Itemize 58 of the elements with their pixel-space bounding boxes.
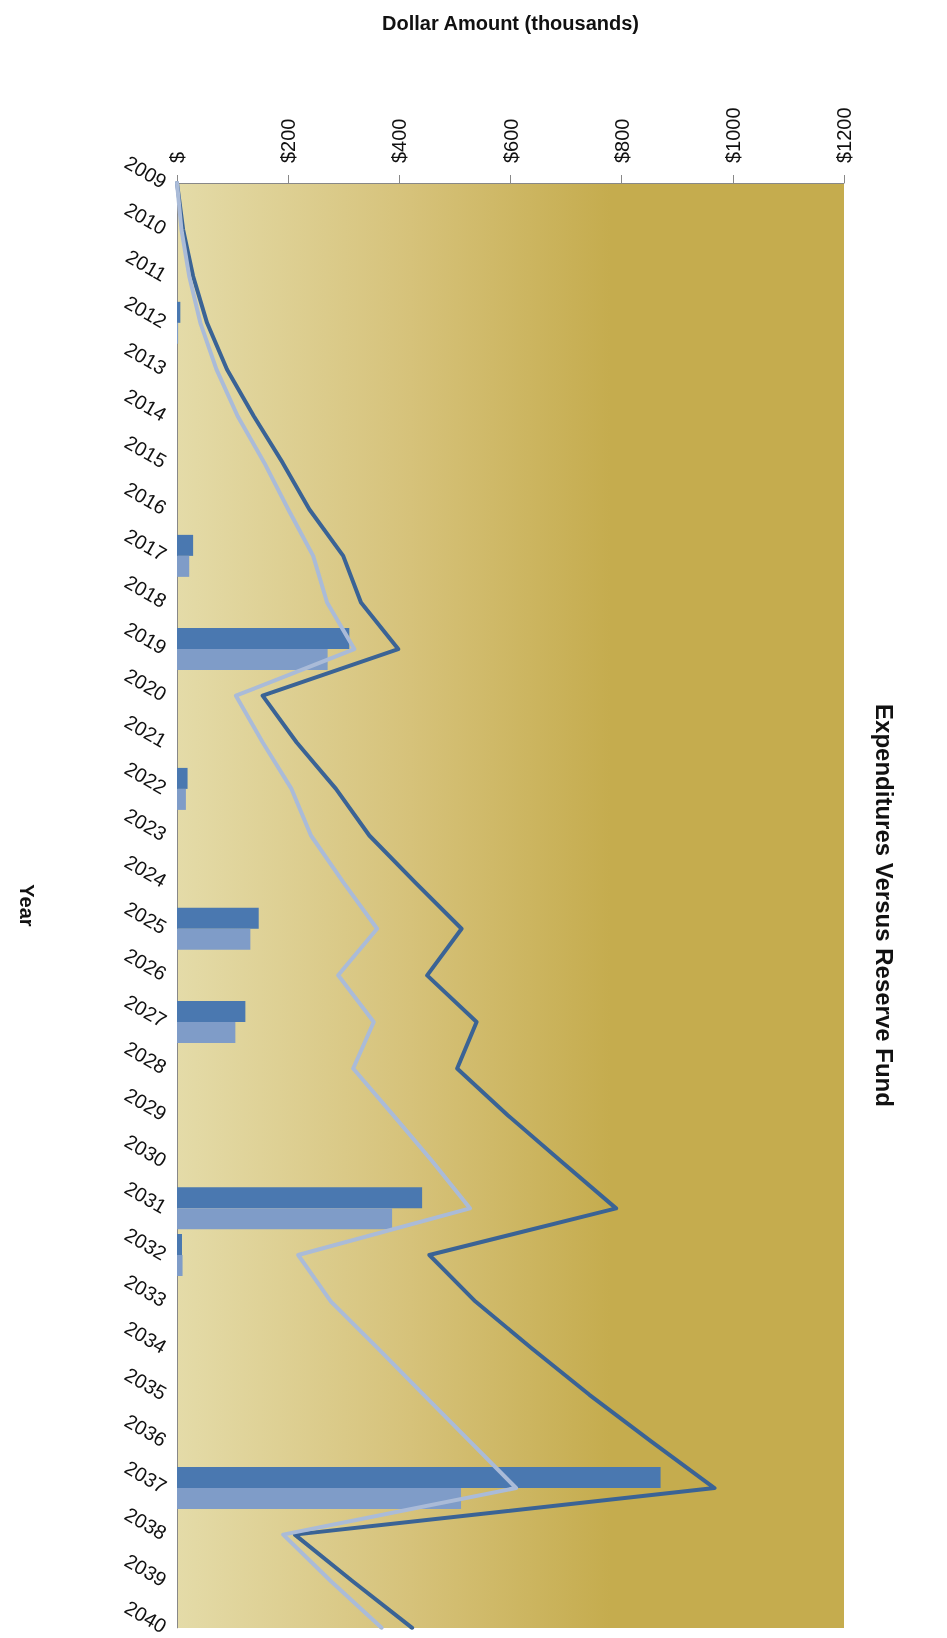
bar <box>177 788 186 810</box>
y-tick-label: 2038 <box>120 1502 171 1545</box>
y-tick-label: 2034 <box>120 1316 171 1358</box>
x-tick-label: $600 <box>499 118 522 163</box>
bar <box>177 649 328 671</box>
bar <box>177 1233 182 1255</box>
y-tick-label: 2035 <box>120 1363 171 1405</box>
x-axis-title: Dollar Amount (thousands) <box>381 12 640 34</box>
bar <box>177 767 188 789</box>
bar <box>177 628 350 650</box>
y-tick-label: 2019 <box>120 617 171 659</box>
x-tick-label: $200 <box>277 118 300 163</box>
y-tick-label: 2024 <box>120 850 171 892</box>
y-tick-label: 2013 <box>120 337 171 379</box>
bar <box>177 534 194 556</box>
y-tick-label: 2020 <box>120 663 171 706</box>
bar <box>177 1488 462 1510</box>
y-tick-label: 2026 <box>120 943 171 985</box>
y-axis-title: Year <box>16 884 38 927</box>
y-tick-label: 2017 <box>120 524 171 566</box>
y-tick-label: 2029 <box>120 1083 171 1125</box>
y-tick-label: 2010 <box>120 197 171 240</box>
y-tick-label: 2023 <box>120 803 171 846</box>
bar <box>177 907 259 929</box>
y-tick-label: 2018 <box>120 570 171 612</box>
y-tick-label: 2011 <box>122 245 171 286</box>
y-tick-label: 2027 <box>120 990 171 1032</box>
x-tick-label: $400 <box>388 118 411 163</box>
x-tick-label: $800 <box>610 118 633 163</box>
x-tick-label: $ <box>166 151 188 163</box>
bar <box>177 1187 423 1209</box>
y-tick-label: 2012 <box>120 291 171 333</box>
y-tick-label: 2033 <box>120 1269 171 1312</box>
bar <box>177 1254 183 1276</box>
y-tick-label: 2014 <box>120 384 171 426</box>
y-tick-label: 2030 <box>120 1130 171 1172</box>
x-tick-label: $1000 <box>721 107 744 163</box>
y-tick-label: 2021 <box>120 710 171 752</box>
bar <box>177 1208 393 1230</box>
y-tick-label: 2016 <box>120 477 171 519</box>
text: Expenditures Versus Reserve Fund <box>870 704 898 1107</box>
y-tick-label: 2040 <box>120 1596 171 1638</box>
y-tick-label: 2028 <box>120 1036 171 1079</box>
bar <box>177 1021 236 1043</box>
bar <box>177 928 251 950</box>
y-tick-label: 2025 <box>120 896 171 939</box>
y-tick-label: 2036 <box>120 1409 171 1451</box>
bar <box>177 555 190 577</box>
y-tick-label: 2039 <box>120 1549 171 1591</box>
y-tick-label: 2037 <box>120 1456 171 1498</box>
y-tick-label: 2022 <box>120 757 171 799</box>
y-tick-label: 2032 <box>120 1223 171 1265</box>
y-tick-label: 2015 <box>120 430 171 473</box>
bar <box>177 1000 246 1022</box>
x-tick-label: $1200 <box>833 107 855 163</box>
y-tick-label: 2031 <box>120 1176 171 1218</box>
bar <box>177 301 181 323</box>
bar <box>177 1467 661 1489</box>
